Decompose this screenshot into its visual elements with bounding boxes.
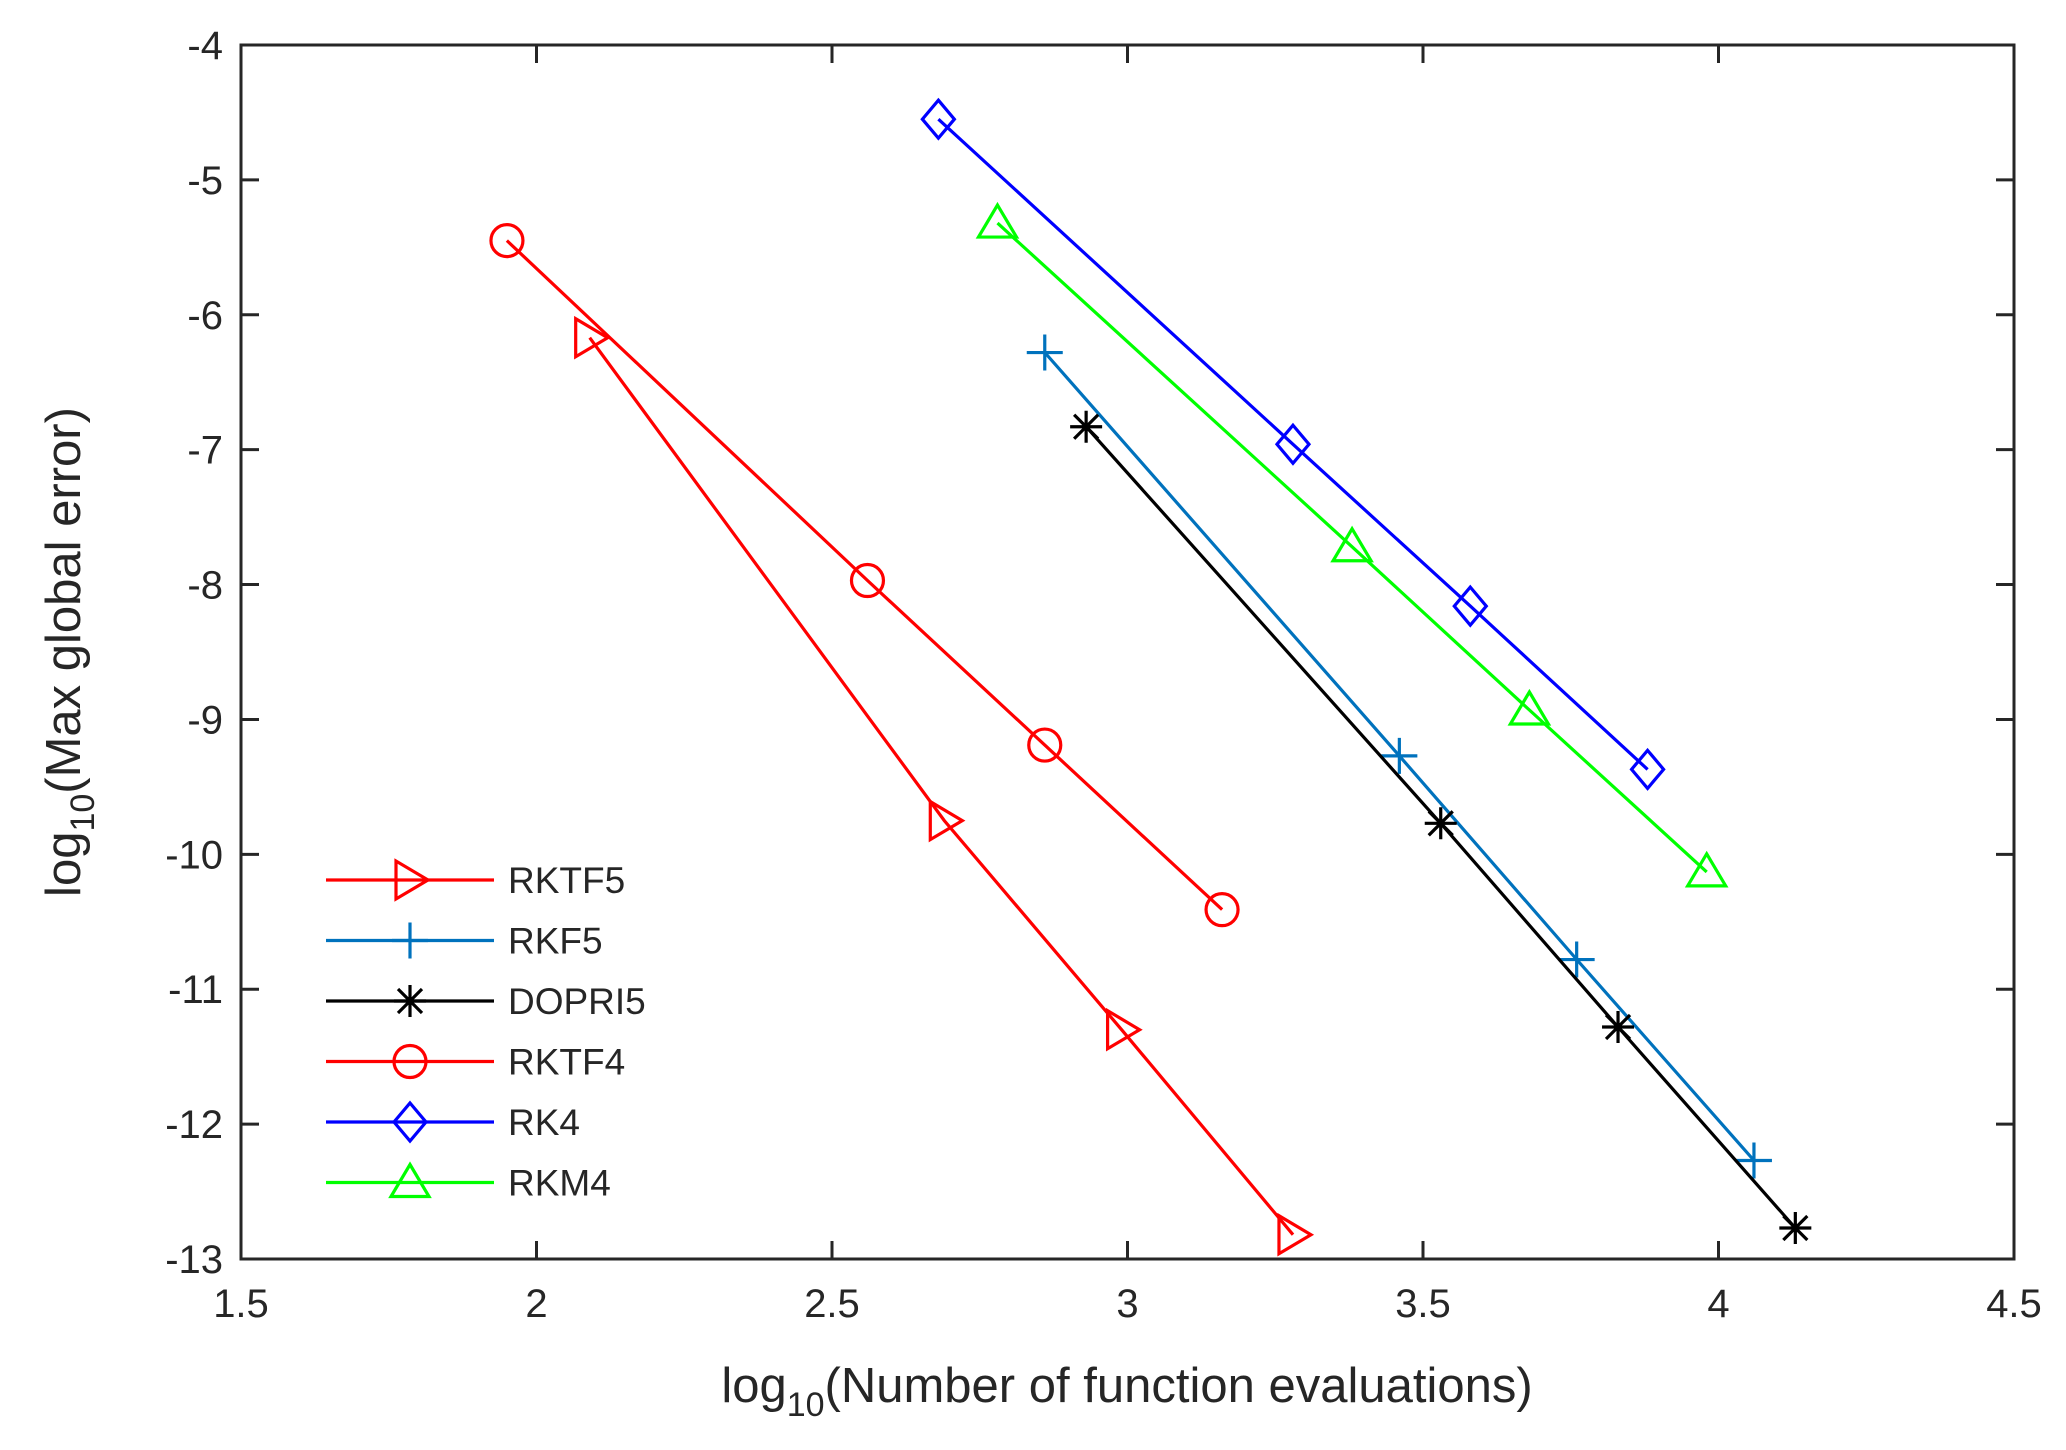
data-point-rktf4 bbox=[1027, 727, 1063, 763]
data-point-rkf5 bbox=[1026, 334, 1063, 371]
data-point-rk4 bbox=[1452, 584, 1489, 628]
series-line-rktf5 bbox=[588, 336, 1295, 1236]
legend-label-rkm4: RKM4 bbox=[508, 1163, 611, 1204]
data-point-rkf5 bbox=[1381, 737, 1418, 774]
legend-marker-rk4 bbox=[391, 1100, 429, 1144]
x-tick-label: 3.5 bbox=[1395, 1282, 1451, 1326]
legend-label-rkf5: RKF5 bbox=[508, 921, 603, 962]
legend-marker-rktf4 bbox=[392, 1043, 428, 1080]
plot-area bbox=[241, 45, 2014, 1259]
data-point-rkm4 bbox=[1684, 850, 1729, 888]
y-tick-label: -10 bbox=[165, 833, 223, 877]
data-point-rktf4 bbox=[849, 562, 886, 599]
series-dopri5 bbox=[1070, 410, 1812, 1244]
y-tick-label: -7 bbox=[187, 429, 223, 473]
legend-item-rkm4: RKM4 bbox=[326, 1161, 611, 1204]
y-tick-label: -12 bbox=[165, 1103, 223, 1147]
series-layer bbox=[489, 97, 1812, 1257]
legend-label-rktf4: RKTF4 bbox=[508, 1042, 625, 1083]
x-tick-label: 3 bbox=[1116, 1282, 1138, 1326]
series-rkm4 bbox=[975, 201, 1729, 888]
legend-item-rktf4: RKTF4 bbox=[326, 1042, 625, 1083]
data-point-rktf5 bbox=[1277, 1212, 1315, 1257]
data-point-rkf5 bbox=[1735, 1142, 1772, 1179]
y-tick-label: -9 bbox=[187, 698, 223, 742]
data-point-rktf5 bbox=[574, 315, 611, 360]
y-axis-label: log10(Max global error) bbox=[37, 407, 102, 897]
x-tick-label: 4.5 bbox=[1986, 1282, 2042, 1326]
data-point-rkm4 bbox=[1507, 688, 1552, 726]
series-rkf5 bbox=[1026, 334, 1772, 1179]
series-line-dopri5 bbox=[1084, 425, 1797, 1230]
data-point-rkm4 bbox=[975, 201, 1020, 239]
legend-label-rk4: RK4 bbox=[508, 1102, 580, 1143]
data-point-rkf5 bbox=[1558, 941, 1595, 978]
y-tick-label: -8 bbox=[187, 564, 223, 608]
data-point-dopri5 bbox=[1779, 1211, 1812, 1244]
data-point-rktf5 bbox=[1105, 1007, 1143, 1052]
data-point-rk4 bbox=[920, 97, 957, 141]
legend-item-dopri5: DOPRI5 bbox=[326, 981, 646, 1022]
series-line-rkm4 bbox=[996, 221, 1708, 874]
x-axis-label: log10(Number of function evaluations) bbox=[721, 1359, 1532, 1424]
series-line-rk4 bbox=[937, 118, 1649, 771]
data-point-rktf4 bbox=[489, 222, 525, 259]
legend-marker-rktf5 bbox=[394, 858, 432, 902]
series-line-rkf5 bbox=[1043, 351, 1756, 1162]
series-rktf5 bbox=[574, 315, 1315, 1257]
y-tick-label: -4 bbox=[187, 24, 223, 68]
x-tick-label: 2.5 bbox=[804, 1282, 860, 1326]
data-point-rkm4 bbox=[1330, 525, 1374, 563]
y-tick-label: -13 bbox=[165, 1238, 223, 1282]
data-point-dopri5 bbox=[1070, 410, 1103, 443]
x-tick-label: 1.5 bbox=[213, 1282, 269, 1326]
legend-label-rktf5: RKTF5 bbox=[508, 860, 625, 901]
x-tick-label: 4 bbox=[1707, 1282, 1729, 1326]
data-point-rktf4 bbox=[1204, 892, 1240, 928]
legend-marker-rkm4 bbox=[388, 1161, 432, 1199]
legend-item-rk4: RK4 bbox=[326, 1100, 580, 1144]
legend-item-rkf5: RKF5 bbox=[326, 921, 603, 962]
legend-item-rktf5: RKTF5 bbox=[326, 858, 625, 902]
data-point-rktf5 bbox=[928, 798, 966, 843]
data-point-dopri5 bbox=[1602, 1010, 1635, 1043]
series-rktf4 bbox=[489, 222, 1240, 928]
y-tick-label: -6 bbox=[187, 294, 223, 338]
data-point-dopri5 bbox=[1424, 807, 1457, 840]
data-point-rk4 bbox=[1274, 422, 1312, 466]
legend-marker-rkf5 bbox=[392, 922, 428, 959]
series-line-rktf4 bbox=[505, 239, 1224, 911]
y-tick-label: -5 bbox=[187, 159, 223, 203]
series-rk4 bbox=[920, 97, 1666, 791]
data-point-rk4 bbox=[1629, 747, 1666, 791]
legend: RKTF5 RKF5 DOPRI5 RKTF4 RK4 RKM4 bbox=[326, 858, 646, 1204]
x-tick-label: 2 bbox=[525, 1282, 547, 1326]
legend-label-dopri5: DOPRI5 bbox=[508, 981, 646, 1022]
axes-layer: 1.5 2 2.5 3 3.5 4 4.5 -4 -5 -6 -7 -8 -9 -10 -11 -12 -13 bbox=[165, 24, 2042, 1326]
legend-marker-dopri5 bbox=[394, 985, 426, 1017]
y-tick-label: -11 bbox=[168, 968, 223, 1012]
